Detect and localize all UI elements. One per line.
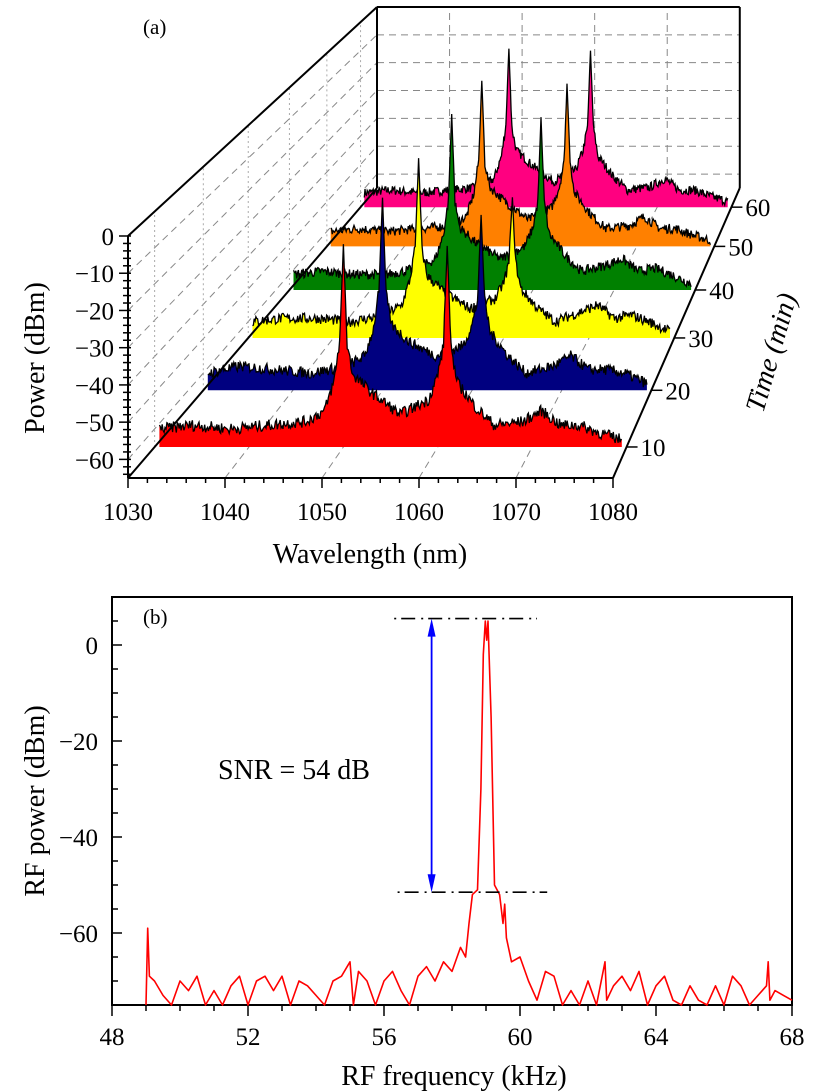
power-tick-label: −40 xyxy=(75,373,114,400)
wavelength-tick-label: 1050 xyxy=(297,499,347,526)
left-wall-gridline xyxy=(127,62,378,311)
rf-power-tick-label: −60 xyxy=(59,921,98,948)
rf-frequency-tick-label: 52 xyxy=(236,1024,261,1051)
spectrum-t10 xyxy=(158,244,623,447)
rf-power-tick-label: −40 xyxy=(59,825,98,852)
time-tick-label: 40 xyxy=(709,278,734,305)
spectrum-line-t50 xyxy=(330,80,712,245)
panel-a-label: (a) xyxy=(143,15,166,39)
rf-power-tick-label: −20 xyxy=(59,729,98,756)
spectrum-line-t40 xyxy=(292,113,692,288)
left-wall-gridline xyxy=(127,34,378,274)
rf-frequency-tick-label: 64 xyxy=(644,1024,670,1051)
rf-frequency-tick-label: 60 xyxy=(508,1024,533,1051)
spectrum-line-t60 xyxy=(363,48,729,208)
snr-arrow-head-down-icon xyxy=(427,874,436,893)
wavelength-tick-label: 1030 xyxy=(103,499,153,526)
rf-spectrum-line xyxy=(145,620,793,1006)
spectrum-t60 xyxy=(363,48,729,208)
rf-frequency-tick-label: 68 xyxy=(780,1024,805,1051)
left-wall-gridline xyxy=(127,90,378,349)
rf-frequency-tick-label: 48 xyxy=(100,1024,125,1051)
panel-b-label: (b) xyxy=(143,605,168,629)
spectrum-line-t20 xyxy=(207,197,648,388)
power-tick-label: −30 xyxy=(75,336,114,363)
spectrum-t20 xyxy=(207,197,648,391)
spectrum-line-t30 xyxy=(252,158,671,335)
panel-a-spectra xyxy=(158,48,729,447)
left-wall-bottom-edge xyxy=(127,187,378,479)
panel-b-rf-spectrum-chart: 0 −20 −40 −60 48 52 56 60 64 68 (b) SNR = 54 dB R… xyxy=(20,596,805,1092)
power-tick-label: −50 xyxy=(75,410,114,437)
wavelength-tick-label: 1060 xyxy=(394,499,444,526)
power-tick-label: −10 xyxy=(75,261,114,288)
panel-a-z-axis-label: Time (min) xyxy=(740,290,803,416)
panel-b-frame xyxy=(111,596,793,1006)
time-tick-label: 20 xyxy=(665,378,690,405)
panel-b-axes: 0 −20 −40 −60 48 52 56 60 64 68 xyxy=(59,596,805,1051)
panel-b-annotations xyxy=(394,617,548,894)
left-wall-gridline xyxy=(127,118,378,386)
time-tick-label: 30 xyxy=(688,326,713,353)
time-tick-label: 50 xyxy=(728,234,753,261)
rf-power-tick-label: 0 xyxy=(86,633,99,660)
panel-b-x-axis-label: RF frequency (kHz) xyxy=(341,1061,566,1092)
power-tick-label: 0 xyxy=(102,224,115,251)
spectrum-fill-t40 xyxy=(293,114,692,290)
spectrum-t30 xyxy=(252,158,671,338)
snr-annotation: SNR = 54 dB xyxy=(218,755,370,786)
left-wall-gridline xyxy=(127,145,378,423)
snr-arrow-head-up-icon xyxy=(427,618,436,637)
rf-frequency-tick-label: 56 xyxy=(372,1024,397,1051)
panel-a-axes xyxy=(127,5,741,479)
panel-a-y-axis-label: Power (dBm) xyxy=(20,282,51,434)
time-tick-label: 60 xyxy=(745,195,770,222)
left-wall-top-edge xyxy=(127,6,378,237)
wavelength-tick-label: 1070 xyxy=(491,499,541,526)
panel-b-trace xyxy=(145,620,793,1006)
wavelength-tick-label: 1040 xyxy=(200,499,250,526)
power-tick-label: −60 xyxy=(75,447,114,474)
spectrum-t40 xyxy=(292,113,692,290)
time-axis xyxy=(612,187,741,479)
power-tick-label: −20 xyxy=(75,298,114,325)
panel-a-x-axis-label: Wavelength (nm) xyxy=(273,539,467,570)
spectrum-line-t10 xyxy=(158,244,623,444)
panel-b-y-axis-label: RF power (dBm) xyxy=(20,705,51,896)
left-wall-gridline xyxy=(127,173,378,460)
wavelength-tick-label: 1080 xyxy=(588,499,638,526)
time-tick-label: 10 xyxy=(641,435,666,462)
spectrum-t50 xyxy=(330,80,712,247)
